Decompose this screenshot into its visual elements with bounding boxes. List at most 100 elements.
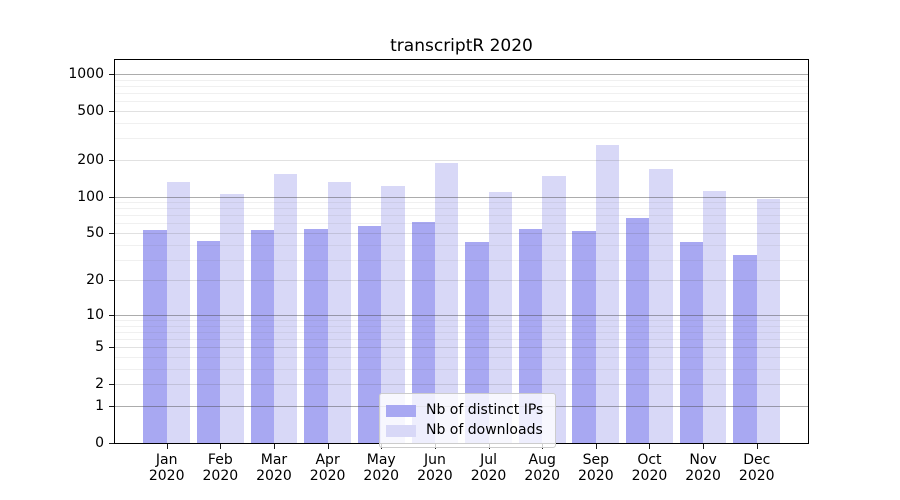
bar-downloads-sep	[595, 145, 620, 443]
bar-downloads-apr	[327, 181, 351, 443]
gridline-4	[115, 357, 808, 359]
grid-layer	[115, 60, 808, 443]
gridline-3	[115, 368, 808, 370]
gridline-2	[115, 384, 808, 386]
bar-ips-jan	[143, 229, 167, 443]
bar-ips-may	[357, 226, 382, 443]
x-tick-label-oct: Oct 2020	[631, 452, 668, 484]
gridline-50	[115, 232, 808, 234]
bar-downloads-nov	[703, 190, 727, 443]
y-tick-label-1: 1	[95, 397, 104, 414]
gridline-40	[115, 244, 808, 246]
x-tick-label-aug: Aug 2020	[524, 452, 560, 484]
x-tick-mark	[220, 444, 222, 449]
y-tick-mark	[109, 110, 114, 112]
legend-entry-downloads: Nb of downloads	[386, 421, 543, 440]
gridline-400	[115, 122, 808, 124]
gridline-6	[115, 339, 808, 341]
bar-ips-aug	[518, 228, 543, 443]
gridline-8	[115, 325, 808, 327]
y-tick-mark	[109, 280, 114, 282]
gridline-700	[115, 93, 808, 95]
x-tick-mark	[595, 444, 597, 449]
bar-downloads-jan	[166, 181, 191, 443]
x-tick-label-may: May 2020	[363, 452, 400, 484]
x-tick-label-jul: Jul 2020	[470, 452, 507, 484]
x-tick-label-dec: Dec 2020	[738, 452, 775, 484]
chart-title: transcriptR 2020	[390, 36, 533, 56]
gridline-9	[115, 320, 808, 322]
y-tick-mark	[109, 384, 114, 386]
y-tick-label-100: 100	[77, 188, 104, 205]
bar-downloads-may	[381, 186, 405, 443]
gridline-20	[115, 280, 808, 282]
y-tick-label-200: 200	[77, 151, 104, 168]
gridline-500	[115, 110, 808, 112]
bars-layer	[115, 60, 808, 443]
y-tick-label-50: 50	[86, 224, 104, 241]
gridline-200	[115, 159, 808, 161]
gridline-90	[115, 202, 808, 204]
y-tick-label-0: 0	[95, 435, 104, 451]
gridline-7	[115, 331, 808, 333]
x-tick-mark	[327, 444, 329, 449]
bar-downloads-jul	[488, 192, 512, 443]
legend-swatch-downloads	[386, 424, 416, 437]
x-tick-label-jun: Jun 2020	[417, 452, 453, 484]
bar-downloads-aug	[542, 175, 566, 443]
x-tick-mark	[166, 444, 168, 449]
y-tick-mark	[109, 443, 114, 444]
gridline-10	[115, 314, 808, 316]
bar-ips-dec	[733, 254, 757, 443]
gridline-1000	[115, 74, 808, 75]
x-tick-mark	[756, 444, 758, 449]
gridline-70	[115, 215, 808, 217]
bar-ips-nov	[679, 242, 704, 443]
gridline-30	[115, 259, 808, 261]
bar-ips-sep	[572, 230, 596, 443]
y-tick-label-1000: 1000	[68, 66, 104, 82]
bar-downloads-feb	[220, 194, 244, 443]
bar-ips-apr	[304, 228, 328, 443]
gridline-600	[115, 101, 808, 103]
bar-downloads-oct	[649, 169, 673, 443]
x-tick-label-sep: Sep 2020	[577, 452, 614, 484]
gridline-5	[115, 347, 808, 349]
x-tick-mark	[273, 444, 275, 449]
y-tick-label-5: 5	[95, 339, 104, 356]
bar-ips-feb	[196, 240, 221, 443]
x-tick-mark	[703, 444, 705, 449]
y-tick-label-20: 20	[86, 272, 104, 289]
y-tick-label-10: 10	[86, 306, 104, 323]
bar-ips-oct	[626, 218, 650, 443]
gridline-800	[115, 85, 808, 87]
bar-downloads-dec	[756, 199, 781, 443]
legend: Nb of distinct IPs Nb of downloads	[379, 393, 557, 448]
x-tick-label-feb: Feb 2020	[202, 452, 239, 484]
x-tick-label-mar: Mar 2020	[256, 452, 292, 484]
gridline-900	[115, 79, 808, 81]
x-tick-mark	[649, 444, 651, 449]
gridline-300	[115, 138, 808, 140]
x-tick-label-apr: Apr 2020	[309, 452, 346, 484]
plot-area: Nb of distinct IPs Nb of downloads	[114, 59, 809, 448]
bar-downloads-mar	[273, 173, 298, 443]
legend-label-downloads: Nb of downloads	[426, 422, 543, 438]
y-tick-mark	[109, 232, 114, 234]
y-tick-label-2: 2	[95, 376, 104, 393]
x-tick-label-jan: Jan 2020	[148, 452, 185, 484]
legend-label-distinct-ips: Nb of distinct IPs	[426, 402, 544, 418]
y-tick-mark	[109, 347, 114, 349]
bar-downloads-jun	[434, 163, 459, 443]
legend-entry-distinct-ips: Nb of distinct IPs	[386, 401, 543, 420]
bar-ips-jun	[411, 221, 435, 443]
y-tick-mark	[109, 314, 114, 316]
y-tick-mark	[109, 405, 114, 407]
gridline-100	[115, 196, 808, 198]
y-tick-mark	[109, 74, 114, 75]
legend-swatch-distinct-ips	[386, 404, 416, 417]
bar-ips-mar	[250, 229, 274, 443]
y-tick-label-500: 500	[77, 102, 104, 119]
x-tick-label-nov: Nov 2020	[685, 452, 721, 484]
